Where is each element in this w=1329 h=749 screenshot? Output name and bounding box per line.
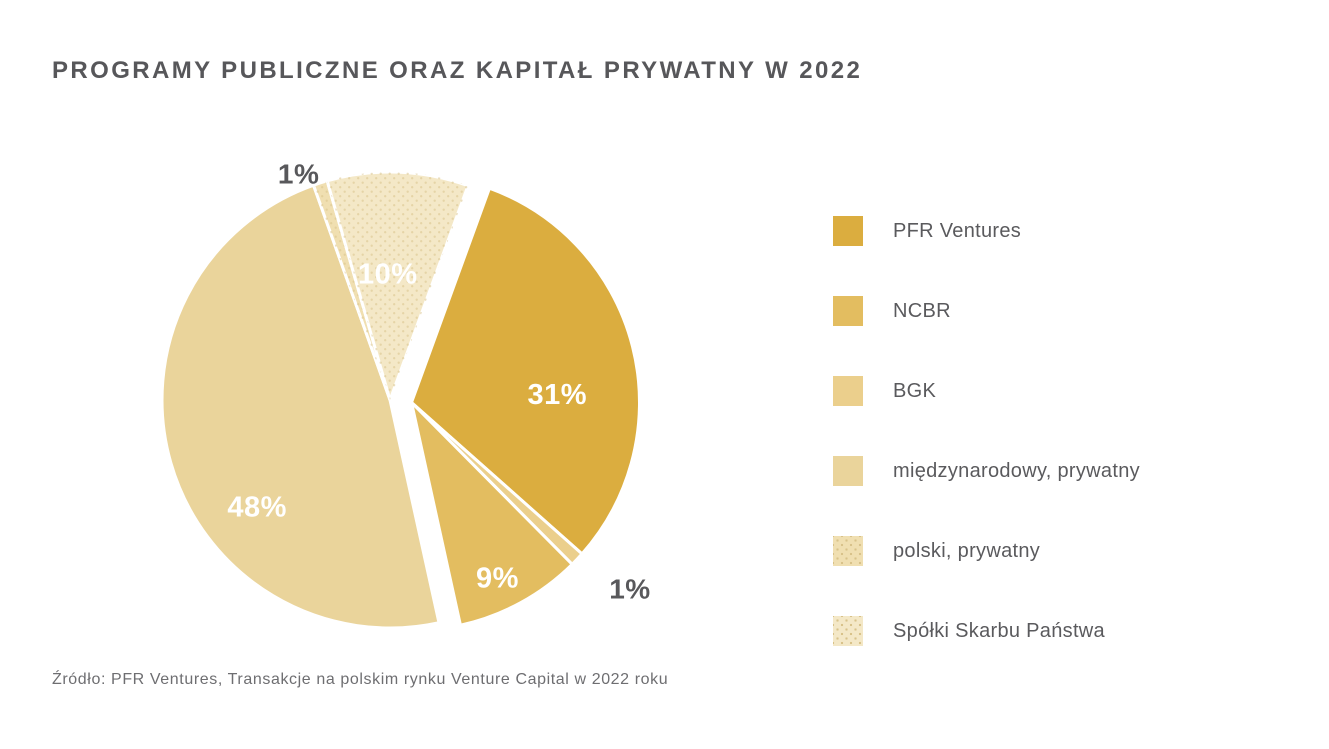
legend-swatch-bgk <box>833 376 863 406</box>
legend-label-polski-prywatny: polski, prywatny <box>893 539 1041 562</box>
slice-value-label-polski-prywatny: 1% <box>278 158 319 189</box>
slice-value-label-bgk: 1% <box>609 574 650 605</box>
pie-slice-ncbr <box>410 401 574 627</box>
slice-value-label-ncbr: 9% <box>476 563 519 595</box>
legend-item-pfr-ventures: PFR Ventures <box>833 216 1140 246</box>
legend-item-polski-prywatny: polski, prywatny <box>833 536 1140 566</box>
legend-label-spółki-skarbu-państwa: Spółki Skarbu Państwa <box>893 619 1105 642</box>
slice-value-label-pfr-ventures: 31% <box>527 379 587 411</box>
legend-item-ncbr: NCBR <box>833 296 1140 326</box>
pie-slice-pfr-ventures <box>410 186 641 556</box>
legend-item-międzynarodowy-prywatny: międzynarodowy, prywatny <box>833 456 1140 486</box>
legend-label-pfr-ventures: PFR Ventures <box>893 219 1022 242</box>
legend-swatch-polski-prywatny <box>833 536 863 566</box>
legend-label-ncbr: NCBR <box>893 299 951 322</box>
source-note: Źródło: PFR Ventures, Transakcje na pols… <box>52 671 669 688</box>
legend-item-spółki-skarbu-państwa: Spółki Skarbu Państwa <box>833 616 1140 646</box>
legend-label-bgk: BGK <box>893 379 937 402</box>
pie-chart: 31% 1% 9% 48% 1% 10% <box>160 158 650 630</box>
chart-title: PROGRAMY PUBLICZNE ORAZ KAPITAŁ PRYWATNY… <box>52 57 863 84</box>
legend-label-międzynarodowy-prywatny: międzynarodowy, prywatny <box>893 459 1140 482</box>
slice-value-label-spółki-skarbu-państwa: 10% <box>358 259 418 291</box>
legend-swatch-ncbr <box>833 296 863 326</box>
legend-swatch-spółki-skarbu-państwa <box>833 616 863 646</box>
legend-item-bgk: BGK <box>833 376 1140 406</box>
pie-slice-texture-spółki-skarbu-państwa <box>327 171 468 400</box>
pie-slice-texture-polski-prywatny <box>313 180 390 400</box>
pie-slice-międzynarodowy-prywatny <box>160 183 441 630</box>
slice-value-label-międzynarodowy-prywatny: 48% <box>227 492 287 524</box>
legend-swatch-pfr-ventures <box>833 216 863 246</box>
legend: PFR Ventures NCBR BGK międzynarodowy, prywa… <box>833 216 1140 696</box>
legend-swatch-międzynarodowy-prywatny <box>833 456 863 486</box>
